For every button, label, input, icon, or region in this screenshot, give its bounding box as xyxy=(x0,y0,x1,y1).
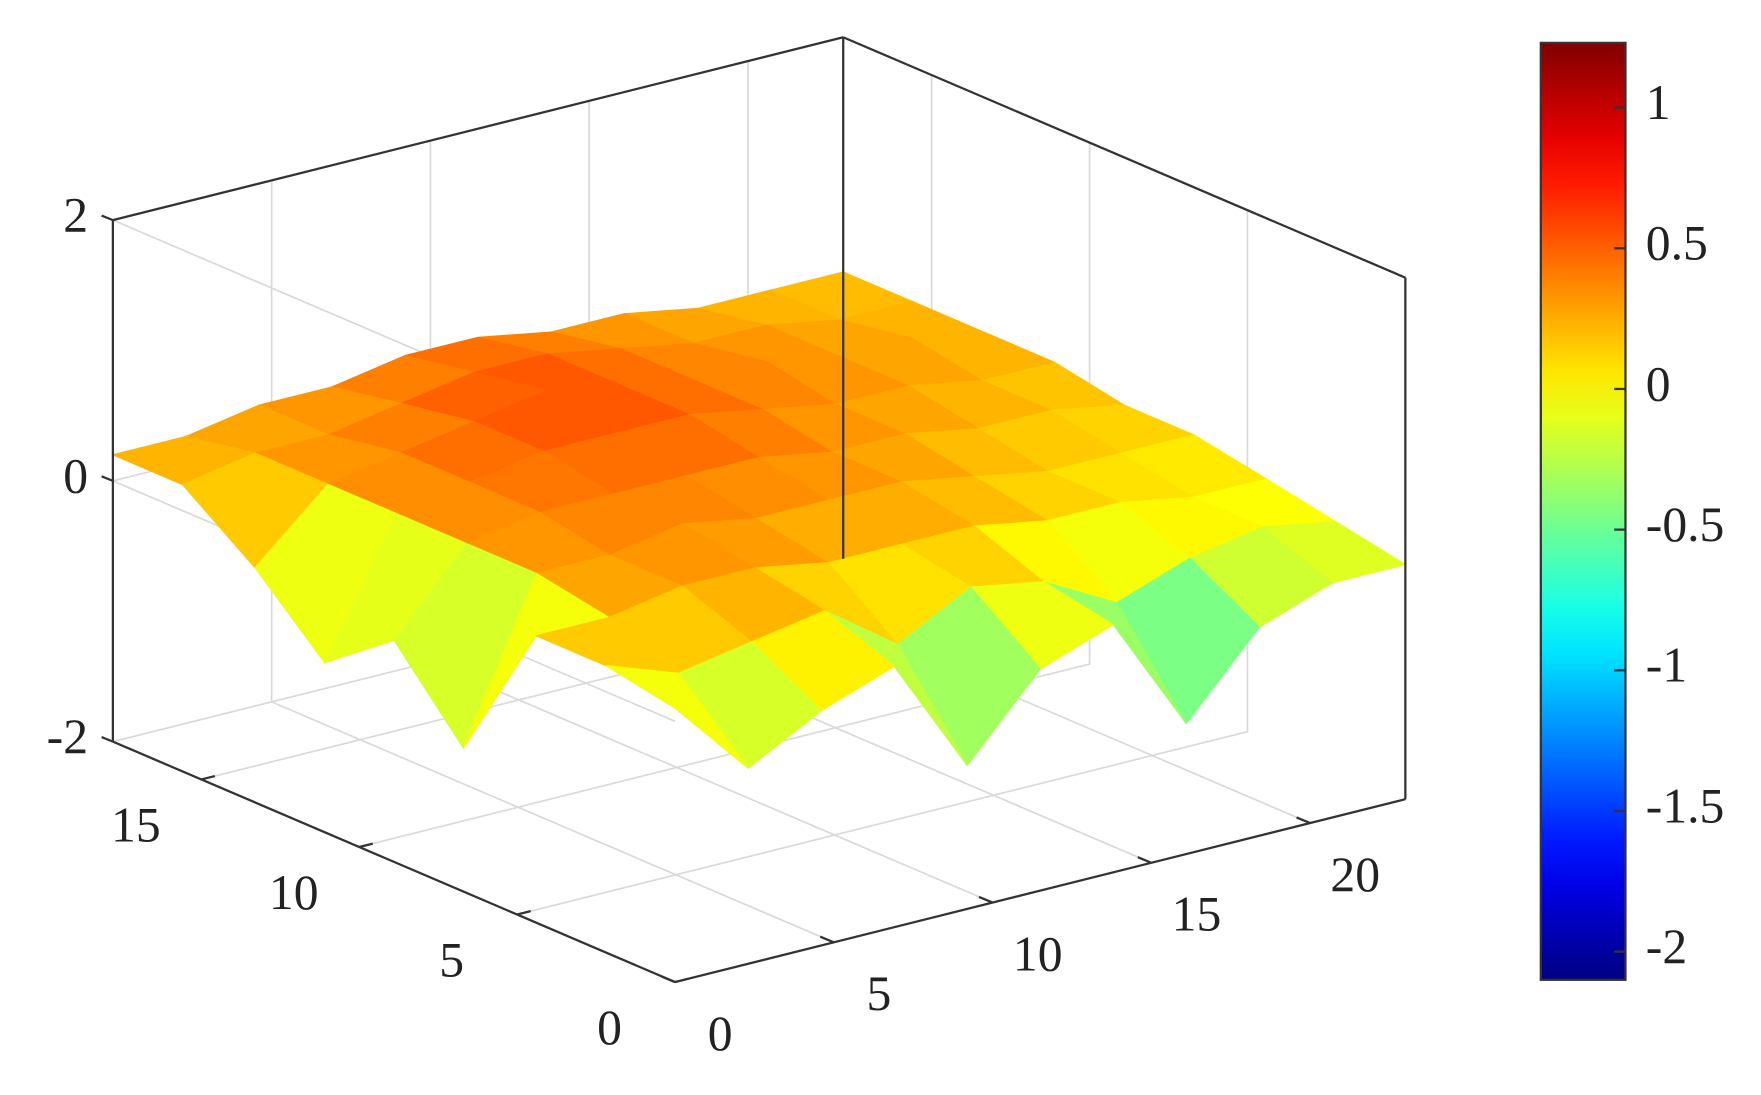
z-tick-label: 0 xyxy=(63,448,88,503)
x-tick xyxy=(1137,856,1152,864)
y-tick-label: 5 xyxy=(439,933,464,988)
colorbar-tick-label: 1 xyxy=(1646,75,1671,130)
y-tick-label: 10 xyxy=(269,865,319,920)
surface-patch xyxy=(605,664,749,769)
x-tick-label: 15 xyxy=(1172,887,1222,942)
colorbar-tick-label: -0.5 xyxy=(1646,497,1725,552)
y-tick xyxy=(358,842,374,849)
z-tick xyxy=(101,214,114,222)
z-tick xyxy=(101,736,114,743)
x-tick-label: 20 xyxy=(1330,847,1380,902)
y-tick-label: 15 xyxy=(111,798,161,853)
y-tick xyxy=(201,774,216,781)
colorbar-tick-label: -1 xyxy=(1646,638,1687,693)
z-tick-label: 2 xyxy=(63,188,88,243)
x-axis xyxy=(674,798,1406,984)
colorbar-tick-label: -1.5 xyxy=(1646,778,1725,833)
x-tick-label: 10 xyxy=(1013,926,1063,981)
z-tick xyxy=(101,475,114,482)
y-axis xyxy=(112,740,676,984)
colorbar-tick-label: 0.5 xyxy=(1646,216,1708,271)
plot: 0 5 10 15 20 0 5 10 15 -2 0 2 1 0.5 0 -0.5 -1 -1.5 -2 xyxy=(47,36,1725,1061)
x-tick xyxy=(819,935,835,944)
z-tick-label: -2 xyxy=(47,709,88,764)
colorbar-tick-label: 0 xyxy=(1646,356,1671,411)
box-edge xyxy=(112,36,844,222)
x-tick-label: 0 xyxy=(708,1006,733,1061)
x-tick xyxy=(661,975,676,984)
x-tick-label: 5 xyxy=(867,966,892,1021)
grid-line xyxy=(516,210,1249,916)
colorbar-tick-label: -2 xyxy=(1646,919,1687,974)
box-edge xyxy=(842,36,1406,279)
colorbar xyxy=(1539,41,1627,981)
x-tick xyxy=(1296,816,1311,825)
x-tick xyxy=(978,895,993,904)
y-tick xyxy=(516,910,531,916)
y-tick xyxy=(674,977,689,984)
y-tick-label: 0 xyxy=(597,1000,622,1055)
grid-line xyxy=(359,142,1091,848)
